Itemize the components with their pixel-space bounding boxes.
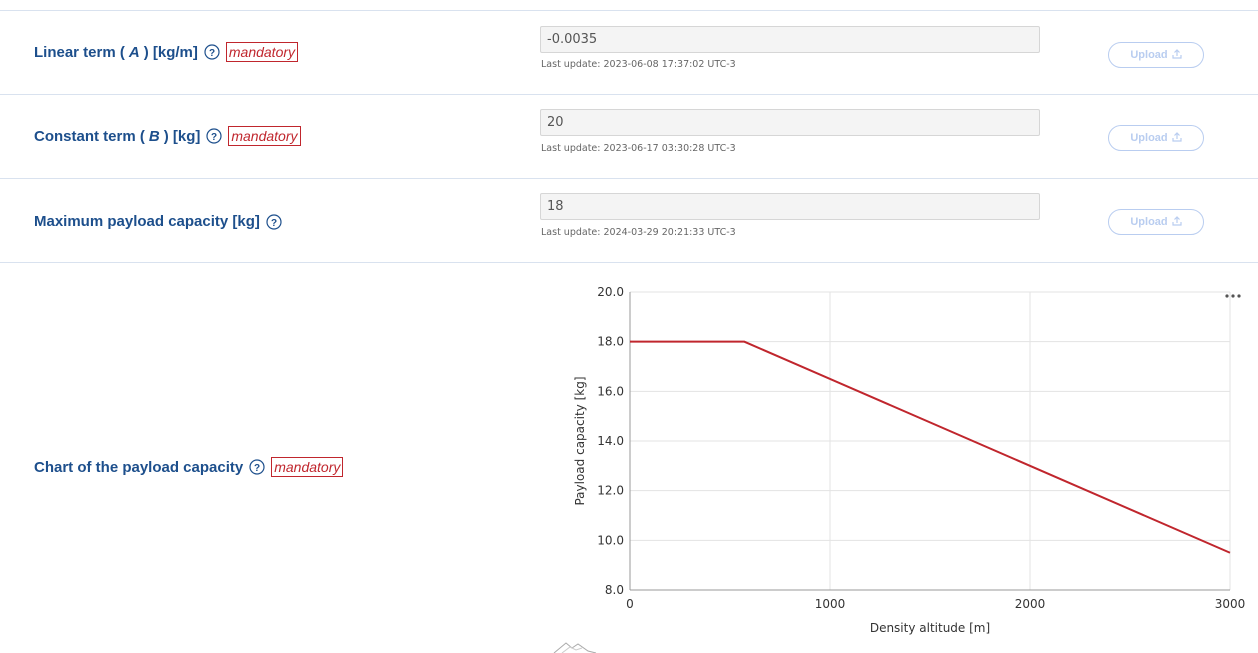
constant-term-last-update: Last update: 2023-06-17 03:30:28 UTC-3 [541,143,736,154]
y-tick-label: 16.0 [597,384,624,398]
chart-row-label-text: Chart of the payload capacity [34,458,244,476]
linear-term-label: Linear term (A) [kg/m] ? mandatory [34,42,299,62]
svg-text:?: ? [271,218,277,229]
upload-label: Upload [1130,216,1168,228]
x-tick-label: 0 [626,597,634,611]
row-linear-term: Linear term (A) [kg/m] ? mandatory -0.00… [0,11,1258,95]
max-payload-input[interactable]: 18 [540,193,1040,220]
x-tick-label: 1000 [815,597,846,611]
constant-term-label-post: ) [kg] [163,127,201,145]
linear-term-label-pre: Linear term ( [34,43,125,61]
upload-icon [1172,48,1182,62]
linear-term-last-update: Last update: 2023-06-08 17:37:02 UTC-3 [541,59,736,70]
question-circle-icon[interactable]: ? [206,128,222,144]
max-payload-last-update: Last update: 2024-03-29 20:21:33 UTC-3 [541,227,736,238]
svg-text:?: ? [209,48,215,59]
mandatory-badge: mandatory [271,457,344,477]
y-tick-label: 12.0 [597,484,624,498]
y-tick-label: 18.0 [597,335,624,349]
x-axis-label: Density altitude [m] [870,621,990,635]
payload-chart: 8.0 10.0 12.0 14.0 16.0 18.0 20.0 0 1000 2000 3000… [560,278,1250,650]
more-dots-icon[interactable] [1223,288,1243,298]
constant-term-input[interactable]: 20 [540,109,1040,136]
upload-icon [1172,131,1182,145]
svg-text:?: ? [211,132,217,143]
upload-label: Upload [1130,49,1168,61]
y-tick-label: 20.0 [597,285,624,299]
linear-term-label-post: ) [kg/m] [143,43,198,61]
max-payload-label: Maximum payload capacity [kg] ? [34,213,282,230]
mandatory-badge: mandatory [228,126,301,146]
y-tick-label: 14.0 [597,434,624,448]
linear-term-label-var: A [128,43,140,61]
question-circle-icon[interactable]: ? [266,213,282,230]
constant-term-upload-button[interactable]: Upload [1108,125,1204,151]
constant-term-label-pre: Constant term ( [34,127,145,145]
row-constant-term: Constant term (B) [kg] ? mandatory 20 La… [0,95,1258,179]
top-divider [0,10,1258,11]
max-payload-upload-button[interactable]: Upload [1108,209,1204,235]
max-payload-label-text: Maximum payload capacity [kg] [34,213,260,230]
mountain-logo-icon [552,640,598,653]
x-tick-label: 3000 [1215,597,1246,611]
mandatory-badge: mandatory [225,42,299,62]
x-tick-label: 2000 [1015,597,1046,611]
linear-term-input[interactable]: -0.0035 [540,26,1040,53]
payload-series-line [630,340,1231,554]
payload-chart-svg: 8.0 10.0 12.0 14.0 16.0 18.0 20.0 0 1000 2000 3000… [573,285,1246,635]
upload-icon [1172,215,1182,229]
question-circle-icon[interactable]: ? [204,44,220,60]
chart-row-label: Chart of the payload capacity ? mandator… [34,457,344,477]
question-circle-icon[interactable]: ? [249,459,265,475]
row-max-payload: Maximum payload capacity [kg] ? 18 Last … [0,179,1258,263]
linear-term-upload-button[interactable]: Upload [1108,42,1204,68]
y-tick-label: 10.0 [597,533,624,547]
y-tick-label: 8.0 [605,583,624,597]
constant-term-label-var: B [148,127,160,145]
y-axis-label: Payload capacity [kg] [573,376,587,505]
upload-label: Upload [1130,132,1168,144]
svg-text:?: ? [254,463,260,474]
constant-term-label: Constant term (B) [kg] ? mandatory [34,126,301,146]
